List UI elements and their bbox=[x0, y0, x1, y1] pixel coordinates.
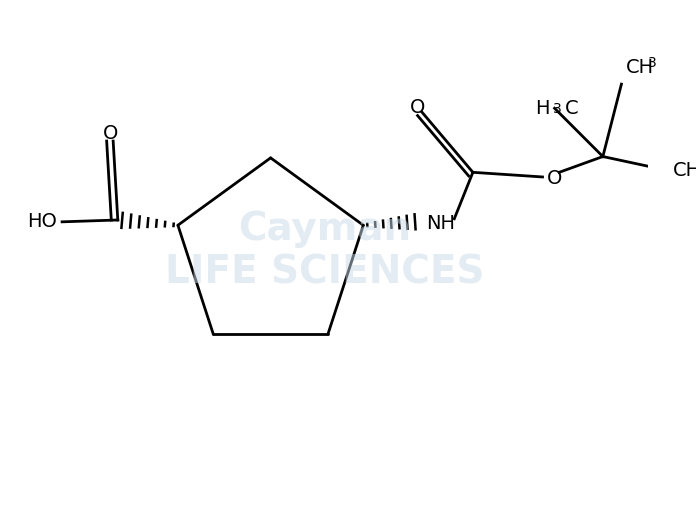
Text: O: O bbox=[409, 98, 425, 117]
Text: NH: NH bbox=[427, 214, 455, 233]
Text: HO: HO bbox=[28, 212, 58, 231]
Text: 3: 3 bbox=[695, 159, 696, 173]
Text: 3: 3 bbox=[649, 56, 657, 70]
Text: CH: CH bbox=[672, 161, 696, 180]
Text: H: H bbox=[535, 99, 550, 118]
Text: C: C bbox=[564, 99, 578, 118]
Text: O: O bbox=[547, 170, 562, 188]
Text: CH: CH bbox=[626, 58, 654, 77]
Text: 3: 3 bbox=[553, 102, 562, 116]
Text: Cayman
LIFE SCIENCES: Cayman LIFE SCIENCES bbox=[165, 210, 484, 292]
Text: O: O bbox=[103, 124, 118, 144]
